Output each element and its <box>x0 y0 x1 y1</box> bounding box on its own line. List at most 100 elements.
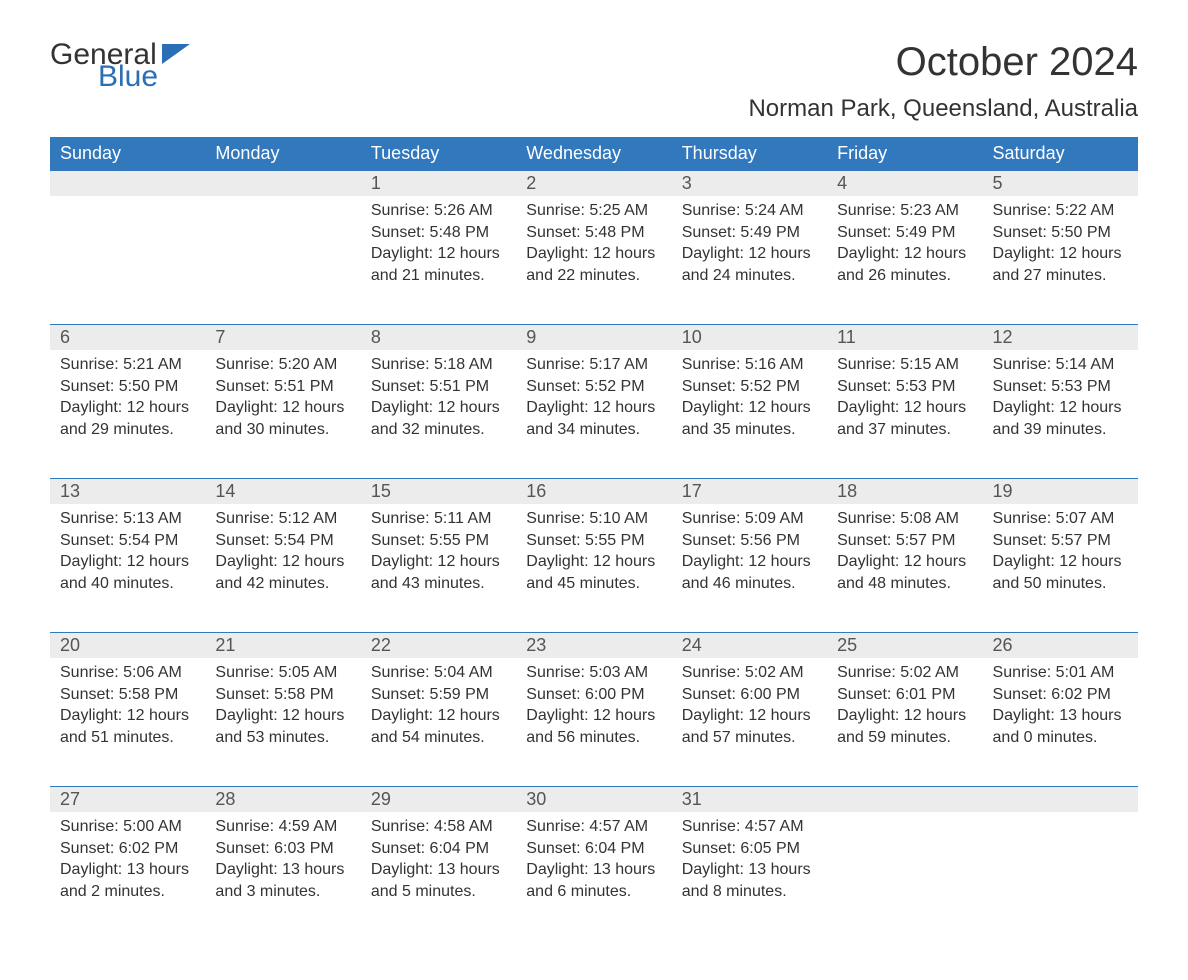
day-content-cell: Sunrise: 5:13 AMSunset: 5:54 PMDaylight:… <box>50 504 205 633</box>
day-d1: Daylight: 13 hours <box>682 859 817 881</box>
day-d2: and 48 minutes. <box>837 573 972 595</box>
day-d1: Daylight: 12 hours <box>682 243 817 265</box>
day-number-cell: 25 <box>827 633 982 659</box>
logo-word2: Blue <box>98 62 158 92</box>
day-number-cell: 31 <box>672 787 827 813</box>
day-content-cell: Sunrise: 4:59 AMSunset: 6:03 PMDaylight:… <box>205 812 360 940</box>
day-header-row: SundayMondayTuesdayWednesdayThursdayFrid… <box>50 137 1138 171</box>
day-sr: Sunrise: 5:16 AM <box>682 354 817 376</box>
day-ss: Sunset: 5:53 PM <box>837 376 972 398</box>
day-number-cell <box>983 787 1138 813</box>
day-number-cell: 7 <box>205 325 360 351</box>
day-d2: and 2 minutes. <box>60 881 195 903</box>
day-number-cell: 26 <box>983 633 1138 659</box>
day-d1: Daylight: 12 hours <box>371 551 506 573</box>
day-d1: Daylight: 12 hours <box>837 551 972 573</box>
day-ss: Sunset: 5:58 PM <box>215 684 350 706</box>
day-d1: Daylight: 12 hours <box>60 551 195 573</box>
day-d1: Daylight: 12 hours <box>526 243 661 265</box>
day-d2: and 50 minutes. <box>993 573 1128 595</box>
day-ss: Sunset: 6:01 PM <box>837 684 972 706</box>
week-content-row: Sunrise: 5:21 AMSunset: 5:50 PMDaylight:… <box>50 350 1138 479</box>
day-sr: Sunrise: 5:02 AM <box>682 662 817 684</box>
day-content-cell: Sunrise: 4:57 AMSunset: 6:04 PMDaylight:… <box>516 812 671 940</box>
header: General Blue October 2024 Norman Park, Q… <box>50 40 1138 137</box>
day-sr: Sunrise: 5:08 AM <box>837 508 972 530</box>
day-number-cell: 19 <box>983 479 1138 505</box>
day-number-cell: 16 <box>516 479 671 505</box>
day-d1: Daylight: 12 hours <box>682 551 817 573</box>
day-sr: Sunrise: 5:26 AM <box>371 200 506 222</box>
day-number-cell: 3 <box>672 171 827 197</box>
day-number-cell: 1 <box>361 171 516 197</box>
week-daynum-row: 13141516171819 <box>50 479 1138 505</box>
day-header: Tuesday <box>361 137 516 171</box>
day-ss: Sunset: 5:55 PM <box>526 530 661 552</box>
day-number-cell: 29 <box>361 787 516 813</box>
day-d1: Daylight: 12 hours <box>526 551 661 573</box>
day-content-cell: Sunrise: 5:01 AMSunset: 6:02 PMDaylight:… <box>983 658 1138 787</box>
day-content-cell: Sunrise: 5:16 AMSunset: 5:52 PMDaylight:… <box>672 350 827 479</box>
page-title: October 2024 <box>748 40 1138 85</box>
day-number-cell: 20 <box>50 633 205 659</box>
calendar-table: SundayMondayTuesdayWednesdayThursdayFrid… <box>50 137 1138 940</box>
day-header: Friday <box>827 137 982 171</box>
week-content-row: Sunrise: 5:00 AMSunset: 6:02 PMDaylight:… <box>50 812 1138 940</box>
day-ss: Sunset: 5:49 PM <box>682 222 817 244</box>
day-d2: and 0 minutes. <box>993 727 1128 749</box>
day-content-cell: Sunrise: 5:14 AMSunset: 5:53 PMDaylight:… <box>983 350 1138 479</box>
day-sr: Sunrise: 5:24 AM <box>682 200 817 222</box>
day-content-cell: Sunrise: 5:09 AMSunset: 5:56 PMDaylight:… <box>672 504 827 633</box>
logo-pennant-icon <box>162 44 190 64</box>
day-sr: Sunrise: 5:13 AM <box>60 508 195 530</box>
day-content-cell: Sunrise: 5:20 AMSunset: 5:51 PMDaylight:… <box>205 350 360 479</box>
logo: General Blue <box>50 40 190 92</box>
day-d1: Daylight: 12 hours <box>682 705 817 727</box>
day-content-cell: Sunrise: 5:02 AMSunset: 6:01 PMDaylight:… <box>827 658 982 787</box>
day-sr: Sunrise: 4:57 AM <box>682 816 817 838</box>
week-content-row: Sunrise: 5:06 AMSunset: 5:58 PMDaylight:… <box>50 658 1138 787</box>
day-d1: Daylight: 12 hours <box>60 397 195 419</box>
day-sr: Sunrise: 5:14 AM <box>993 354 1128 376</box>
day-sr: Sunrise: 5:10 AM <box>526 508 661 530</box>
day-content-cell: Sunrise: 5:12 AMSunset: 5:54 PMDaylight:… <box>205 504 360 633</box>
day-d2: and 29 minutes. <box>60 419 195 441</box>
day-ss: Sunset: 6:00 PM <box>682 684 817 706</box>
day-ss: Sunset: 5:56 PM <box>682 530 817 552</box>
day-content-cell: Sunrise: 5:07 AMSunset: 5:57 PMDaylight:… <box>983 504 1138 633</box>
day-number-cell: 21 <box>205 633 360 659</box>
day-ss: Sunset: 5:53 PM <box>993 376 1128 398</box>
day-number-cell: 30 <box>516 787 671 813</box>
day-sr: Sunrise: 5:15 AM <box>837 354 972 376</box>
day-sr: Sunrise: 5:03 AM <box>526 662 661 684</box>
day-number-cell: 28 <box>205 787 360 813</box>
day-d1: Daylight: 13 hours <box>215 859 350 881</box>
day-d1: Daylight: 12 hours <box>60 705 195 727</box>
day-sr: Sunrise: 5:12 AM <box>215 508 350 530</box>
day-content-cell: Sunrise: 5:05 AMSunset: 5:58 PMDaylight:… <box>205 658 360 787</box>
day-header: Wednesday <box>516 137 671 171</box>
day-number-cell: 14 <box>205 479 360 505</box>
week-content-row: Sunrise: 5:26 AMSunset: 5:48 PMDaylight:… <box>50 196 1138 325</box>
day-d2: and 24 minutes. <box>682 265 817 287</box>
day-content-cell <box>50 196 205 325</box>
day-sr: Sunrise: 5:22 AM <box>993 200 1128 222</box>
day-ss: Sunset: 6:04 PM <box>371 838 506 860</box>
day-d2: and 37 minutes. <box>837 419 972 441</box>
day-content-cell <box>205 196 360 325</box>
week-daynum-row: 6789101112 <box>50 325 1138 351</box>
day-content-cell <box>827 812 982 940</box>
day-number-cell: 6 <box>50 325 205 351</box>
day-d2: and 54 minutes. <box>371 727 506 749</box>
day-ss: Sunset: 5:52 PM <box>682 376 817 398</box>
week-daynum-row: 2728293031 <box>50 787 1138 813</box>
day-d2: and 57 minutes. <box>682 727 817 749</box>
day-d2: and 46 minutes. <box>682 573 817 595</box>
day-d1: Daylight: 13 hours <box>60 859 195 881</box>
day-d2: and 5 minutes. <box>371 881 506 903</box>
day-content-cell: Sunrise: 5:15 AMSunset: 5:53 PMDaylight:… <box>827 350 982 479</box>
day-ss: Sunset: 5:59 PM <box>371 684 506 706</box>
day-sr: Sunrise: 5:00 AM <box>60 816 195 838</box>
day-number-cell: 9 <box>516 325 671 351</box>
day-d1: Daylight: 12 hours <box>215 705 350 727</box>
